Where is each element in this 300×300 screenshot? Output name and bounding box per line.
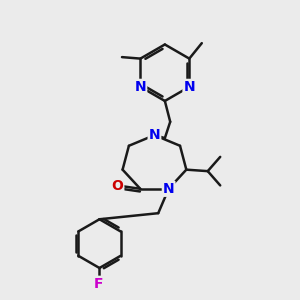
Text: O: O (111, 179, 123, 194)
Text: N: N (148, 128, 160, 142)
Text: N: N (184, 80, 195, 94)
Text: N: N (163, 182, 175, 196)
Text: N: N (135, 80, 146, 94)
Text: F: F (94, 277, 104, 291)
